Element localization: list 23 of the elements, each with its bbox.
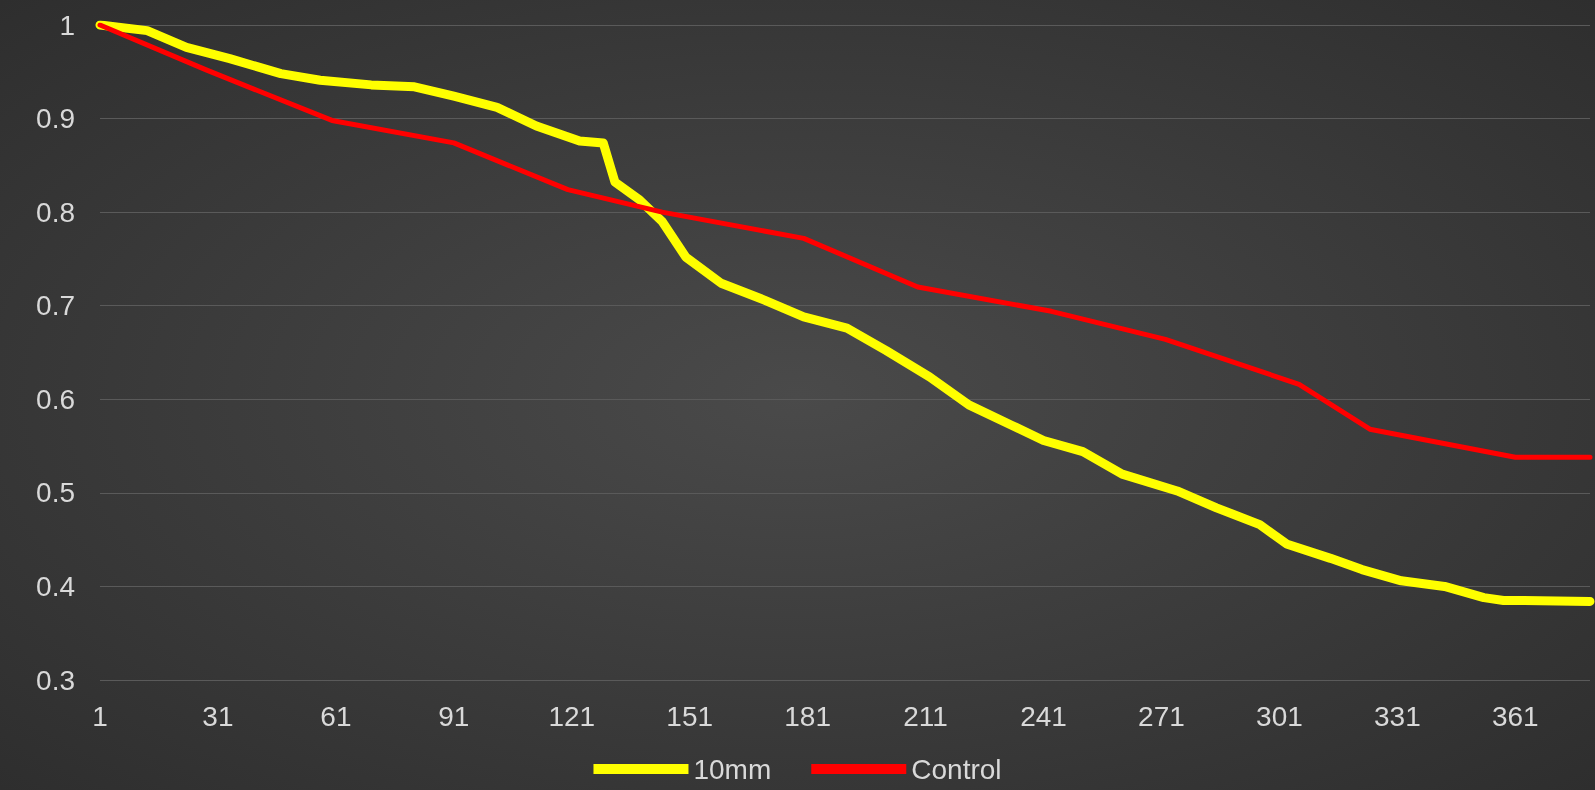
y-tick-label: 1 [59, 9, 75, 41]
x-tick-label: 31 [202, 700, 234, 732]
x-tick-label: 241 [1020, 700, 1067, 732]
y-tick-label: 0.8 [36, 196, 75, 228]
x-tick-label: 61 [320, 700, 352, 732]
y-tick-label: 0.9 [36, 103, 75, 135]
y-tick-label: 0.5 [36, 477, 75, 509]
x-tick-label: 121 [548, 700, 596, 732]
y-tick-label: 0.4 [36, 570, 75, 602]
legend-label: 10mm [693, 753, 772, 785]
x-tick-label: 271 [1138, 700, 1185, 732]
x-tick-label: 331 [1374, 700, 1421, 732]
x-tick-label: 301 [1256, 700, 1303, 732]
x-tick-label: 361 [1491, 700, 1539, 732]
x-tick-label: 181 [784, 700, 832, 732]
x-tick-label: 91 [438, 700, 470, 732]
x-tick-label: 151 [666, 700, 714, 732]
y-tick-label: 0.7 [36, 290, 75, 322]
x-tick-label: 1 [92, 700, 108, 732]
y-tick-label: 0.6 [36, 383, 75, 415]
x-tick-label: 211 [903, 700, 948, 732]
y-tick-label: 0.3 [36, 664, 75, 696]
legend-label: Control [911, 753, 1002, 785]
